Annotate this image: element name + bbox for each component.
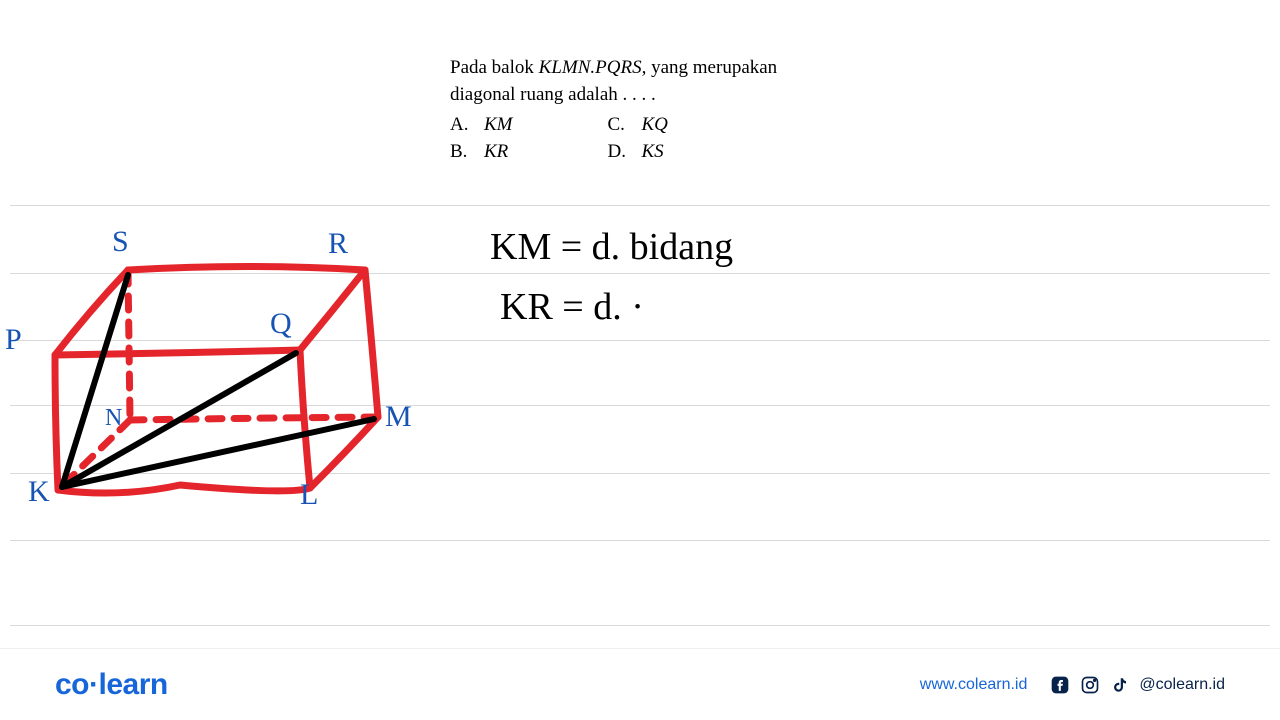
vertex-Q: Q [270,307,292,341]
facebook-icon [1049,674,1071,696]
opt-C-letter: C. [608,112,628,139]
option-C: C. KQ [608,112,668,139]
opt-D-value: KS [642,139,664,166]
vertex-S: S [112,225,129,259]
logo-prefix: co [55,668,89,701]
q-prefix: Pada balok [450,57,539,78]
option-D: D. KS [608,139,668,166]
question-block: Pada balok KLMN.PQRS, yang merupakan dia… [450,55,777,165]
options-col-1: A. KM B. KR [450,112,513,165]
question-line1: Pada balok KLMN.PQRS, yang merupakan [450,55,777,82]
footer-right: www.colearn.id @colearn.id [920,674,1225,696]
vertex-K: K [28,475,50,509]
option-B: B. KR [450,139,513,166]
rule-line [10,540,1270,541]
opt-A-letter: A. [450,112,470,139]
canvas-area: S R P Q M K L N KM = d. bidang KR = d. · [0,195,1280,625]
vertex-P: P [5,323,22,357]
handwriting-line2: KR = d. · [500,285,644,329]
option-A: A. KM [450,112,513,139]
opt-B-value: KR [484,139,508,166]
tiktok-icon [1109,674,1131,696]
instagram-icon [1079,674,1101,696]
brand-logo: co·learn [55,668,168,702]
handwriting-line1: KM = d. bidang [490,225,733,269]
opt-B-letter: B. [450,139,470,166]
options-col-2: C. KQ D. KS [608,112,668,165]
opt-A-value: KM [484,112,513,139]
social-icons: @colearn.id [1049,674,1225,696]
logo-dot: · [89,668,99,701]
q-italic: KLMN.PQRS, [539,57,647,78]
q-suffix: yang merupakan [646,57,777,78]
cuboid-drawing [0,195,440,535]
vertex-N: N [105,405,122,432]
vertex-L: L [300,478,318,512]
logo-suffix: learn [99,668,168,701]
opt-D-letter: D. [608,139,628,166]
footer-url: www.colearn.id [920,676,1028,694]
question-line2: diagonal ruang adalah . . . . [450,82,777,109]
vertex-M: M [385,400,412,434]
opt-C-value: KQ [642,112,668,139]
social-handle: @colearn.id [1139,676,1225,694]
vertex-R: R [328,227,348,261]
footer: co·learn www.colearn.id @colearn.id [0,648,1280,720]
options: A. KM B. KR C. KQ D. KS [450,112,777,165]
rule-line [10,625,1270,626]
